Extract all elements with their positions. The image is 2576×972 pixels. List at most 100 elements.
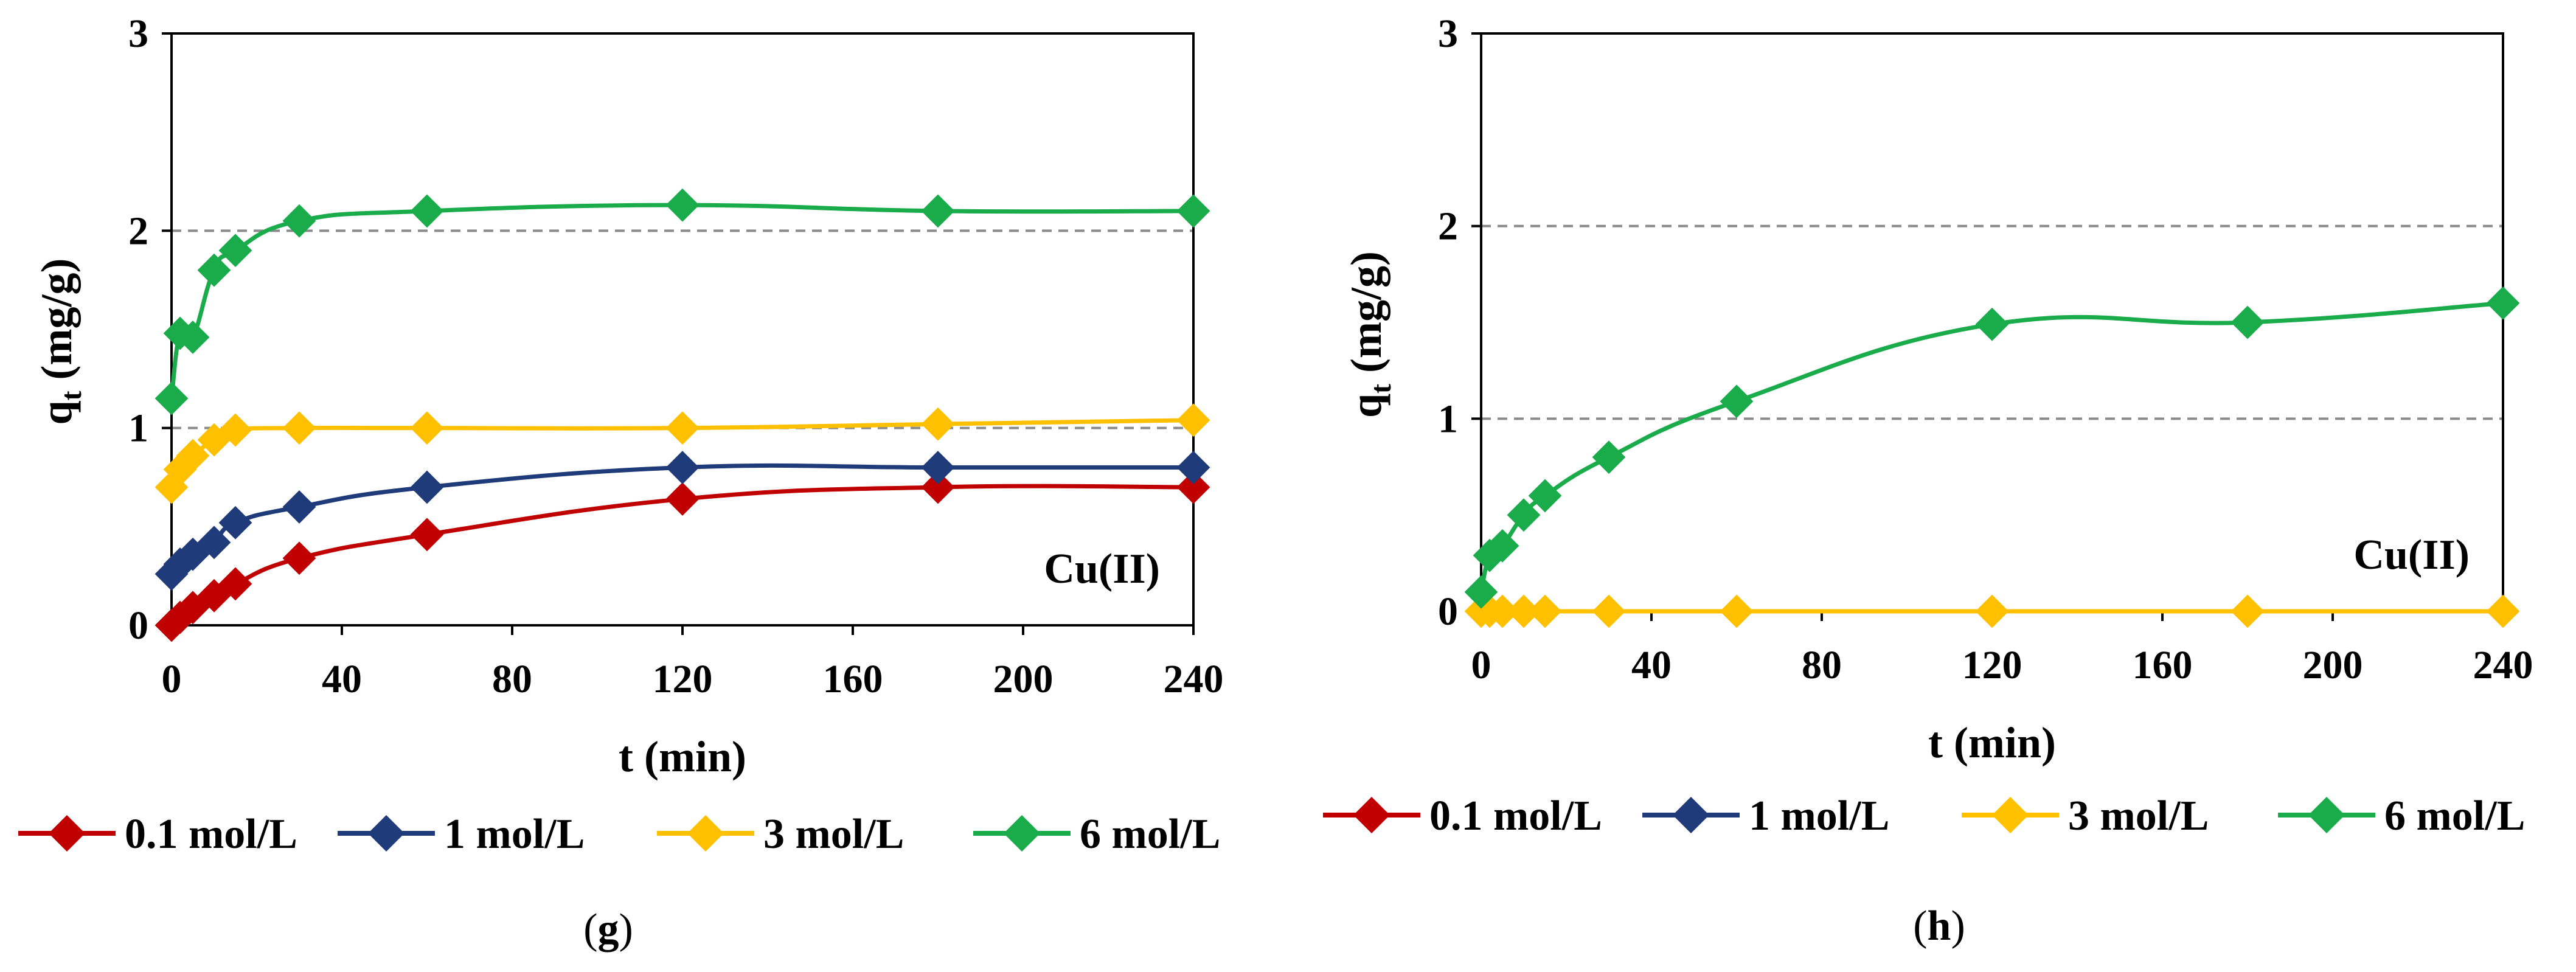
x-tick-label: 160 — [2133, 643, 2193, 687]
series-line-6-mol-l — [169, 203, 1194, 399]
x-tick-label: 240 — [2473, 643, 2533, 687]
data-point — [2231, 305, 2265, 339]
y-tick-label: 3 — [1438, 12, 1458, 56]
x-tick-label: 40 — [1631, 643, 1672, 687]
data-point — [1592, 594, 1626, 628]
data-point — [154, 381, 189, 415]
annotation-cu-ii: Cu(II) — [2353, 532, 2470, 578]
legend-marker-6-mol-l — [1004, 815, 1040, 852]
legend-marker-1-mol-l — [1673, 797, 1709, 833]
x-tick-label: 160 — [823, 657, 883, 701]
series-line-6-mol-l — [1479, 300, 2504, 593]
series-6-mol-l — [1464, 286, 2520, 609]
data-point — [921, 194, 955, 228]
panel-label-g: (g) — [583, 906, 633, 953]
series-0-1-mol-l — [154, 470, 1210, 642]
series-3-mol-l — [154, 403, 1210, 504]
data-point — [1720, 384, 1754, 418]
data-point — [176, 591, 210, 625]
y-tick-label: 2 — [128, 209, 148, 253]
x-tick-label: 0 — [162, 657, 182, 701]
data-point — [197, 253, 231, 287]
series-3-mol-l — [1464, 594, 2520, 628]
x-tick-label: 200 — [2303, 643, 2363, 687]
y-axis-title: qt (mg/g) — [1342, 251, 1397, 418]
data-point — [197, 526, 231, 560]
data-point — [176, 439, 210, 473]
legend-marker-3-mol-l — [1992, 797, 2029, 833]
data-point — [282, 541, 316, 575]
x-tick-label: 80 — [492, 657, 532, 701]
legend-label-6-mol-l: 6 mol/L — [2384, 793, 2525, 839]
data-point — [1176, 194, 1210, 228]
data-point — [282, 411, 316, 445]
chart-h: 0 1 2 3 0 40 80 120 160 200 240 t (min) qt (mg/g) Cu(… — [1342, 12, 2533, 767]
data-point — [218, 413, 252, 447]
data-point — [1975, 594, 2009, 628]
data-point — [410, 470, 444, 504]
annotation-cu-ii: Cu(II) — [1044, 546, 1160, 592]
legend-label-3-mol-l: 3 mol/L — [763, 811, 904, 858]
data-point — [218, 567, 252, 601]
x-tick-label: 240 — [1164, 657, 1224, 701]
legend-label-1-mol-l: 1 mol/L — [444, 811, 585, 858]
data-point — [665, 451, 700, 484]
legend-marker-3-mol-l — [687, 815, 724, 852]
legend-label-0-1-mol-l: 0.1 mol/L — [125, 811, 297, 858]
x-tick-label: 120 — [653, 657, 713, 701]
y-tick-label: 3 — [128, 12, 148, 56]
legend-marker-0-1-mol-l — [1353, 797, 1390, 833]
data-point — [1720, 594, 1754, 628]
data-point — [1464, 575, 1498, 609]
data-point — [1176, 451, 1210, 484]
chart-g: 0 1 2 3 0 40 80 120 160 200 240 t (min) qt (mg/g) Cu(… — [32, 12, 1224, 781]
legend-label-6-mol-l: 6 mol/L — [1080, 811, 1220, 858]
data-point — [665, 482, 700, 516]
data-point — [2486, 594, 2520, 628]
data-point — [1176, 470, 1210, 504]
x-tick-label: 0 — [1471, 643, 1491, 687]
data-point — [1528, 594, 1562, 628]
legend-marker-0-1-mol-l — [49, 815, 85, 852]
legend-marker-6-mol-l — [2308, 797, 2345, 833]
data-point — [282, 490, 316, 524]
data-point — [218, 234, 252, 268]
data-point — [176, 321, 210, 354]
x-axis-title: t (min) — [619, 732, 746, 781]
legend-label-0-1-mol-l: 0.1 mol/L — [1429, 793, 1602, 839]
y-tick-label: 2 — [1438, 204, 1458, 249]
series-1-mol-l — [154, 451, 1210, 591]
x-tick-label: 120 — [1962, 643, 2022, 687]
y-axis-title: qt (mg/g) — [32, 259, 88, 425]
data-point — [176, 537, 210, 571]
data-point — [410, 518, 444, 552]
data-point — [2231, 594, 2265, 628]
data-point — [410, 411, 444, 445]
data-point — [1975, 307, 2009, 341]
data-point — [921, 451, 955, 484]
x-axis-title: t (min) — [1928, 718, 2056, 767]
data-point — [1592, 440, 1626, 474]
legend: 0.1 mol/L 1 mol/L 3 mol/L 6 mol/L — [1323, 793, 2525, 839]
x-tick-label: 200 — [993, 657, 1054, 701]
data-point — [1485, 529, 1519, 563]
legend-marker-1-mol-l — [368, 815, 404, 852]
x-tick-label: 80 — [1802, 643, 1842, 687]
y-tick-label: 1 — [1438, 397, 1458, 441]
y-tick-label: 0 — [1438, 589, 1458, 634]
legend-label-1-mol-l: 1 mol/L — [1749, 793, 1889, 839]
x-tick-label: 40 — [322, 657, 362, 701]
legend: 0.1 mol/L 1 mol/L 3 mol/L 6 mol/L — [18, 811, 1220, 858]
data-point — [218, 505, 252, 540]
data-point — [2486, 286, 2520, 320]
y-tick-label: 1 — [128, 406, 148, 451]
data-point — [921, 407, 955, 441]
data-point — [1176, 403, 1210, 437]
y-tick-label: 0 — [128, 603, 148, 648]
data-point — [1507, 498, 1541, 532]
plot-frame — [170, 32, 1195, 627]
legend-label-3-mol-l: 3 mol/L — [2068, 793, 2209, 839]
data-point — [921, 470, 955, 504]
